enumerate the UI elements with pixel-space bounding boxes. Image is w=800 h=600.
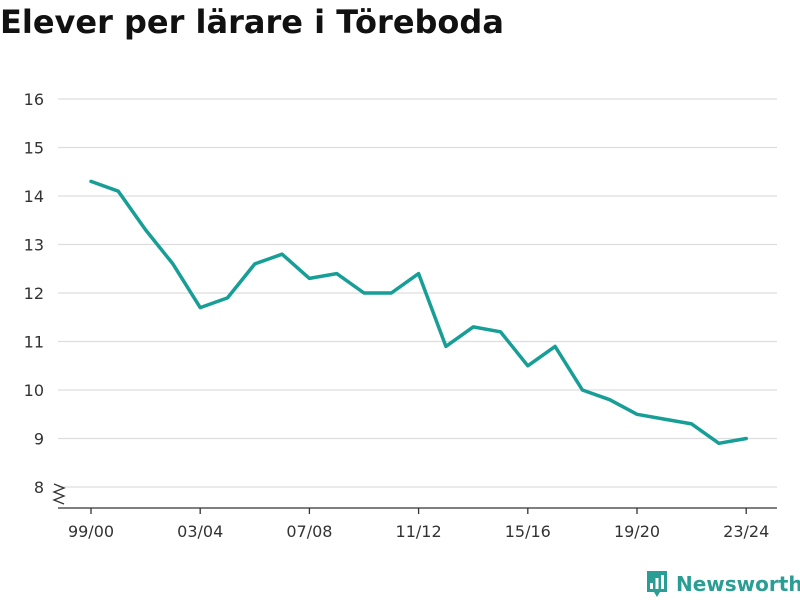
y-tick-label: 16 xyxy=(24,90,44,109)
y-tick-label: 11 xyxy=(24,333,44,352)
series-line xyxy=(89,179,748,446)
y-tick-label: 12 xyxy=(24,284,44,303)
y-tick-label: 15 xyxy=(24,139,44,158)
y-tick-label: 14 xyxy=(24,187,44,206)
brand-name: Newsworthy xyxy=(676,572,800,596)
line-chart: 8 9 10 11 12 13 14 15 16 99/00 03/04 07/08 11/12 15/1… xyxy=(24,90,777,541)
y-axis-break-marker xyxy=(52,483,66,505)
x-tick-label: 11/12 xyxy=(396,522,442,541)
x-tick-label: 07/08 xyxy=(286,522,332,541)
x-tick-label: 23/24 xyxy=(723,522,769,541)
x-tick-label: 99/00 xyxy=(68,522,114,541)
y-tick-label: 13 xyxy=(24,236,44,255)
newsworthy-logo-icon xyxy=(647,571,667,597)
x-tick-label: 19/20 xyxy=(614,522,660,541)
y-tick-label: 10 xyxy=(24,381,44,400)
x-tick-label: 03/04 xyxy=(177,522,223,541)
x-tick-label: 15/16 xyxy=(505,522,551,541)
brand: Newsworthy xyxy=(645,568,800,600)
y-tick-label: 8 xyxy=(34,478,44,497)
y-tick-label: 9 xyxy=(34,430,44,449)
chart-title: Elever per lärare i Töreboda xyxy=(0,3,504,41)
